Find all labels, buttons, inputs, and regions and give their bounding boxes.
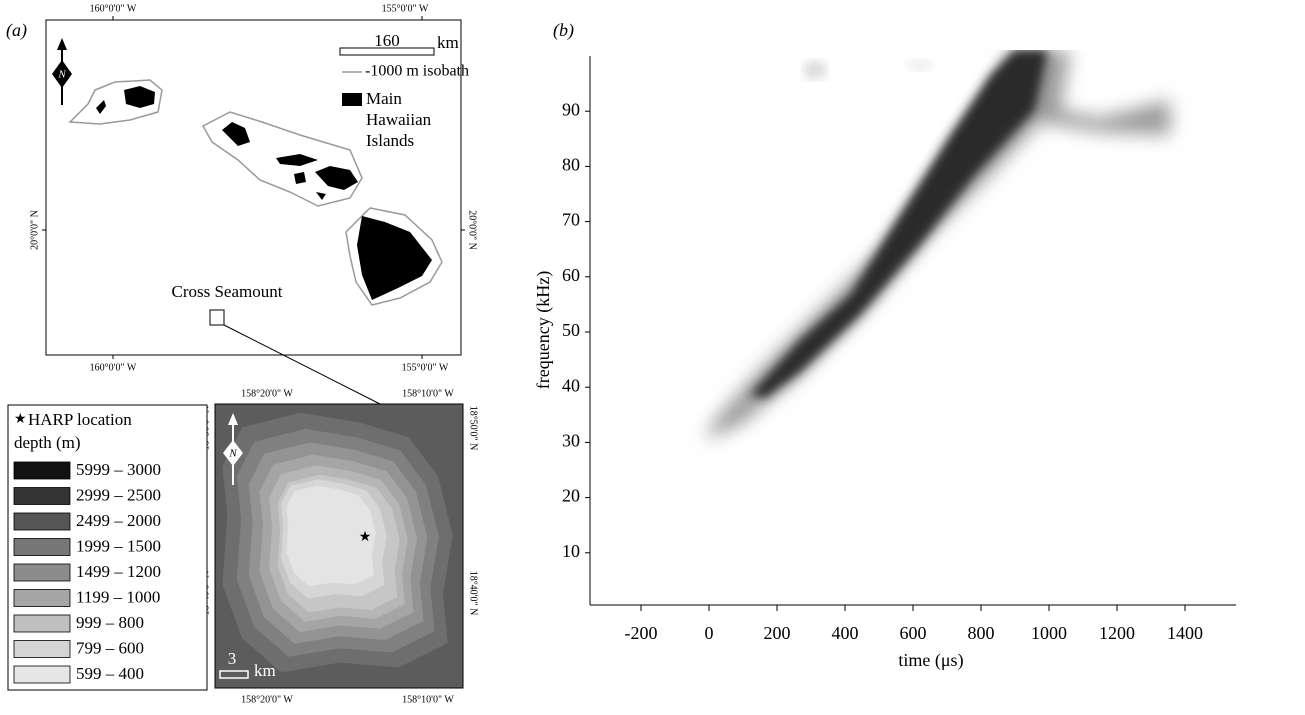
lat-label: 20°0'0" N	[467, 210, 478, 250]
scale-unit: km	[437, 33, 459, 52]
y-tick-label: 50	[562, 320, 580, 340]
x-tick-label: 200	[764, 623, 791, 643]
north-arrow: N	[223, 413, 243, 485]
scale-label: 3	[228, 649, 237, 668]
legend-label: 1999 – 1500	[76, 536, 161, 555]
map-frame	[45, 19, 462, 356]
x-tick-label: 600	[900, 623, 927, 643]
scale-label: 160	[374, 31, 400, 50]
x-tick-label: -200	[625, 623, 658, 643]
legend-label: 1499 – 1200	[76, 562, 161, 581]
harp-star: ★	[359, 530, 372, 545]
x-tick-label: 1000	[1031, 623, 1067, 643]
legend-swatch	[13, 461, 71, 480]
lon-label: 158°10'0" W	[402, 694, 454, 705]
y-tick-label: 60	[562, 265, 580, 285]
legend-label: HARP location	[28, 410, 132, 429]
x-axis-label: time (μs)	[898, 650, 963, 671]
legend-swatch	[13, 589, 71, 607]
legend-label: -1000 m isobath	[365, 63, 469, 80]
harp-star: ★	[14, 412, 27, 427]
legend-swatch	[13, 538, 71, 556]
leader-line	[223, 324, 381, 405]
isobath	[68, 79, 443, 306]
x-tick-label: 400	[832, 623, 859, 643]
bathymetry	[222, 412, 453, 673]
north-label: N	[57, 69, 66, 81]
lon-label: 158°20'0" W	[241, 694, 293, 705]
lon-label: 160°0'0" W	[90, 3, 137, 14]
y-tick-label: 80	[562, 155, 580, 175]
legend-label: 599 – 400	[76, 664, 144, 683]
lon-label: 158°20'0" W	[241, 388, 293, 399]
spectrogram	[705, 50, 1170, 440]
legend-title: depth (m)	[14, 433, 81, 452]
seamount-box	[209, 309, 225, 326]
x-tick-label: 800	[968, 623, 995, 643]
lon-label: 160°0'0" W	[90, 362, 137, 373]
legend-label: 2999 – 2500	[76, 485, 161, 504]
x-tick-label: 1200	[1099, 623, 1135, 643]
y-tick-label: 90	[562, 99, 580, 119]
north-label: N	[228, 448, 237, 460]
legend-label: 2499 – 2000	[76, 511, 161, 530]
lat-label: 18°40'0" N	[468, 571, 479, 616]
y-tick-label: 10	[562, 541, 580, 561]
lat-label: 18°50'0" N	[468, 406, 479, 451]
legend-label: 5999 – 3000	[76, 460, 161, 479]
y-tick-label: 30	[562, 431, 580, 451]
legend-swatch	[13, 665, 71, 684]
island	[96, 86, 432, 300]
legend-label: Main Hawaiian Islands	[366, 89, 432, 150]
scale-bar	[339, 47, 435, 56]
lon-label: 155°0'0" W	[382, 3, 429, 14]
legend-swatch	[13, 563, 71, 582]
lat-label: 20°0'0" N	[29, 210, 40, 250]
legend-swatch	[13, 487, 71, 505]
y-tick-label: 20	[562, 486, 580, 506]
y-axis-label: frequency (kHz)	[533, 271, 554, 389]
legend-swatch	[342, 93, 362, 106]
feature-label: Cross Seamount	[172, 282, 283, 301]
panel-label: (b)	[553, 20, 574, 41]
x-tick-label: 0	[705, 623, 714, 643]
y-tick-label: 40	[562, 375, 580, 395]
lon-label: 158°10'0" W	[402, 388, 454, 399]
legend-label: 999 – 800	[76, 613, 144, 632]
legend-label: 799 – 600	[76, 638, 144, 657]
y-tick-label: 70	[562, 210, 580, 230]
legend-label: 1199 – 1000	[76, 587, 160, 606]
x-tick-label: 1400	[1167, 623, 1203, 643]
legend-swatch	[13, 640, 71, 658]
lon-label: 155°0'0" W	[402, 362, 449, 373]
panel-label: (a)	[6, 20, 27, 41]
scale-bar	[219, 670, 249, 679]
legend-swatch	[13, 512, 71, 531]
scale-unit: km	[254, 661, 276, 680]
north-arrow: N	[52, 38, 72, 105]
legend-swatch	[13, 614, 71, 633]
